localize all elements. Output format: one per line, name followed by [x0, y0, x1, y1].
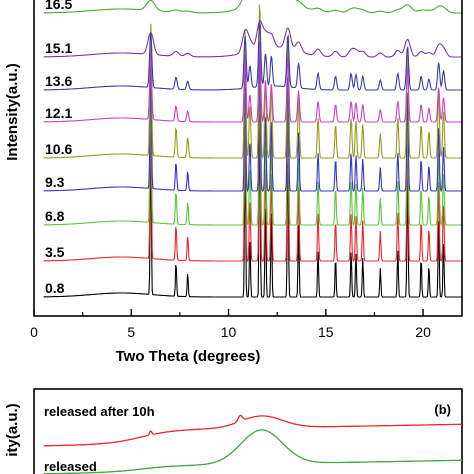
series-line-13-6: [43, 22, 462, 91]
x-axis-title: Two Theta (degrees): [116, 348, 261, 365]
panel-a: 0.8 3.5 6.8 9.3 10.6 12.1 13.6 15.1 16.5 0 5 10 15 2…: [4, 0, 463, 365]
x-tick-label-0: 0: [30, 324, 38, 340]
series-label-6-8: 6.8: [45, 208, 65, 224]
series-label-13-6: 13.6: [45, 73, 72, 89]
y-axis-title: Intensity(a.u.): [4, 63, 21, 161]
plot-frame-a: [33, 0, 463, 317]
trace-labels-a: 0.8 3.5 6.8 9.3 10.6 12.1 13.6 15.1 16.5: [45, 0, 72, 296]
x-ticks-a: 0 5 10 15 20: [30, 309, 431, 340]
x-tick-label-20: 20: [415, 324, 431, 340]
x-tick-label-10: 10: [221, 324, 237, 340]
x-tick-label-5: 5: [127, 324, 135, 340]
series-line-3-5: [43, 81, 462, 263]
series-line-9-3: [43, 46, 462, 193]
plot-frame-b: [33, 388, 463, 474]
series-label-released-after-10h: released after 10h: [44, 404, 155, 419]
traces-a: [43, 0, 462, 298]
series-label-0-8: 0.8: [45, 280, 65, 296]
panel-b-label: (b): [434, 402, 451, 417]
series-line-b-1: [43, 429, 462, 474]
series-line-12-1: [43, 41, 462, 123]
series-line-0-8: [43, 127, 462, 298]
series-label-released: released: [44, 459, 97, 474]
series-label-16-5: 16.5: [45, 0, 72, 12]
series-label-15-1: 15.1: [45, 40, 72, 56]
x-tick-label-15: 15: [318, 324, 334, 340]
panel-b: (b) released after 10h released ity(a.u.…: [4, 388, 463, 474]
series-label-9-3: 9.3: [45, 174, 65, 190]
series-line-b-0: [43, 414, 462, 447]
series-line-6-8: [43, 58, 462, 227]
series-line-10-6: [43, 4, 462, 160]
series-line-15-1: [43, 19, 462, 58]
traces-b: [43, 414, 462, 474]
series-label-10-6: 10.6: [45, 141, 72, 157]
y-axis-title-b: ity(a.u.): [4, 403, 21, 456]
series-line-16-5: [43, 0, 462, 14]
series-label-12-1: 12.1: [45, 105, 72, 121]
series-label-3-5: 3.5: [45, 244, 65, 260]
